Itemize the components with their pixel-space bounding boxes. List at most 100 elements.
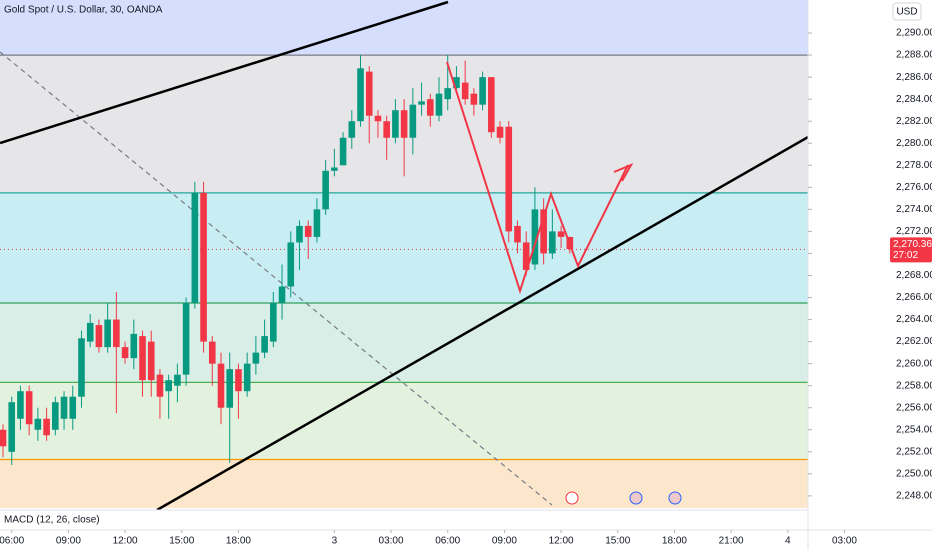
candle-body [549, 231, 556, 254]
y-tick-label: 2,284.00 [896, 94, 932, 105]
zone-band [0, 192, 808, 304]
candle-body [357, 68, 364, 122]
candle-body [479, 77, 486, 105]
x-tick-label: 21:00 [719, 536, 744, 547]
candle-body [348, 121, 356, 138]
zone-band [0, 303, 808, 383]
candles [0, 55, 574, 466]
candle-body [200, 192, 207, 342]
candle-body [8, 402, 16, 452]
candle-body [322, 170, 329, 210]
candle-body [95, 325, 103, 348]
y-tick-label: 2,286.00 [896, 72, 932, 83]
candle-body [217, 363, 225, 408]
candle-body [409, 104, 417, 138]
candle-body [365, 71, 373, 116]
candle-body [34, 418, 42, 430]
x-tick-label: 4 [785, 536, 791, 547]
candle-body [139, 336, 146, 381]
candle-body [86, 322, 94, 342]
candle-body [287, 242, 295, 287]
candle-body [25, 391, 33, 425]
candle-body [444, 88, 452, 100]
candle-body [52, 402, 59, 430]
candle-body [470, 93, 478, 105]
zone-band [0, 382, 808, 460]
x-tick-label: 15:00 [169, 536, 194, 547]
candle-body [461, 82, 469, 100]
event-icon[interactable] [565, 491, 579, 505]
y-tick-label: 2,288.00 [896, 50, 932, 61]
candle-body [17, 391, 24, 419]
candle-body [540, 209, 547, 254]
candle-body [313, 209, 321, 237]
projection-path [446, 61, 629, 295]
candle-body [113, 319, 120, 348]
event-icon[interactable] [629, 491, 643, 505]
upper-trendline [0, 0, 449, 145]
x-tick-label: 12:00 [113, 536, 138, 547]
bands [0, 0, 808, 508]
candle-body [426, 99, 434, 116]
y-tick-label: 2,258.00 [896, 380, 932, 391]
candle-body [400, 110, 408, 138]
candle-body [261, 336, 268, 353]
candle-body [235, 369, 242, 392]
countdown: 27:02 [893, 250, 918, 261]
candle-body [147, 341, 155, 381]
candle-body [374, 115, 382, 122]
candle-body [435, 93, 443, 116]
y-tick-label: 2,260.00 [896, 358, 932, 369]
candle-body [522, 242, 530, 270]
last-price-label: 2,270.365 [893, 239, 932, 250]
x-tick-label: 18:00 [226, 536, 251, 547]
y-tick-label: 2,264.00 [896, 314, 932, 325]
candle-body [60, 396, 68, 419]
zone-band [0, 459, 808, 508]
candle-body [208, 341, 216, 364]
candle-body [392, 110, 399, 138]
candle-body [304, 225, 312, 237]
y-tick-label: 2,266.00 [896, 292, 932, 303]
y-tick-label: 2,254.00 [896, 424, 932, 435]
lower-trendline [156, 103, 865, 512]
x-tick-label: 09:00 [492, 536, 517, 547]
symbol-title: Gold Spot / U.S. Dollar, 30, OANDA [4, 5, 163, 16]
candle-body [331, 167, 338, 171]
candle-body [156, 374, 164, 397]
y-tick-label: 2,276.00 [896, 182, 932, 193]
candle-body [418, 101, 425, 105]
candle-body [130, 333, 138, 359]
candle-body [43, 418, 50, 436]
candle-body [226, 369, 234, 408]
axes: 2,248.00 2,250.00 2,252.00 2,254.00 2,256.00… [0, 28, 932, 547]
candle-body [191, 192, 199, 304]
x-tick-label: 03:00 [832, 536, 857, 547]
y-tick-label: 2,278.00 [896, 160, 932, 171]
y-tick-label: 2,256.00 [896, 402, 932, 413]
y-tick-label: 2,262.00 [896, 336, 932, 347]
candle-body [78, 338, 85, 397]
price-axis [808, 0, 932, 550]
y-tick-label: 2,274.00 [896, 204, 932, 215]
last-price-badge [890, 237, 932, 263]
currency: USD [896, 7, 917, 18]
candle-body [496, 126, 504, 138]
x-tick-label: 18:00 [662, 536, 687, 547]
candle-body [514, 225, 521, 243]
currency-box[interactable] [892, 2, 922, 21]
zone-band [0, 0, 808, 56]
x-tick-label: 3 [332, 536, 338, 547]
x-tick-label: 09:00 [56, 536, 81, 547]
candle-body [270, 303, 277, 342]
candle-body [339, 137, 347, 166]
candle-body [557, 231, 565, 237]
y-tick-label: 2,248.00 [896, 491, 932, 502]
candle-body [296, 225, 303, 243]
dashed-trend [0, 51, 553, 506]
candle-body [453, 77, 460, 89]
event-icon[interactable] [668, 491, 682, 505]
candle-body [252, 352, 260, 364]
y-tick-label: 2,250.00 [896, 468, 932, 479]
